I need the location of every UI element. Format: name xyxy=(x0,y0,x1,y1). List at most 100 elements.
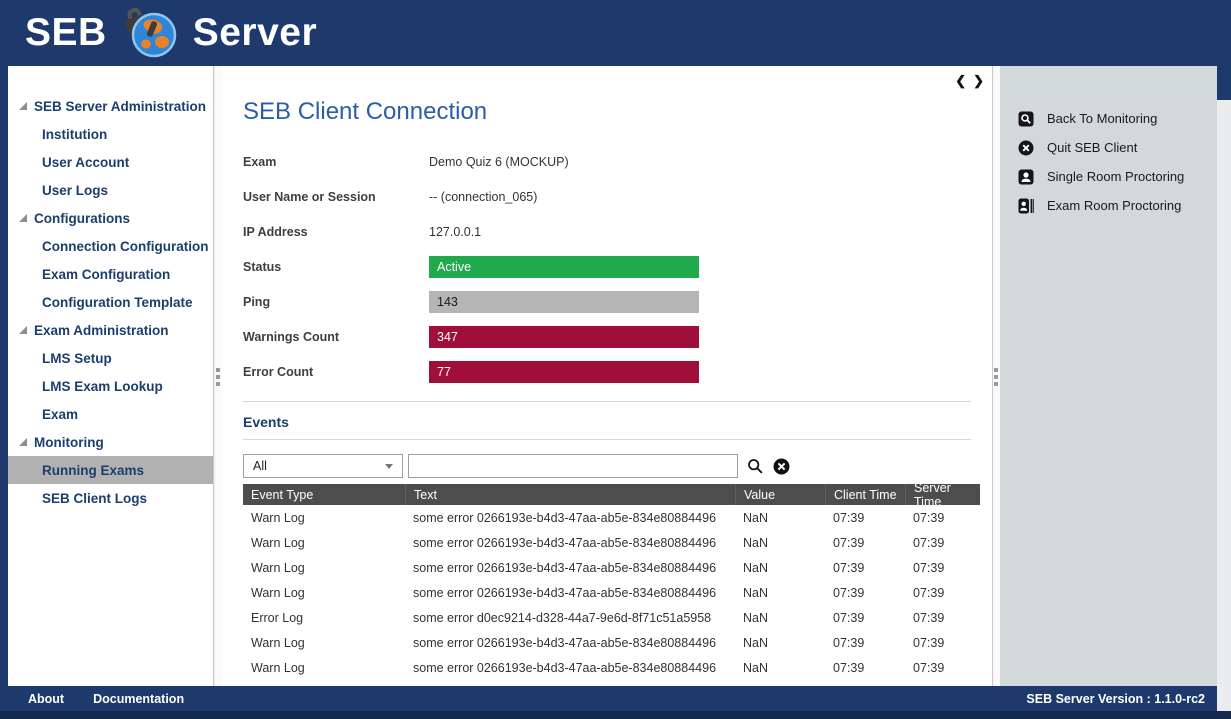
events-search-input[interactable] xyxy=(408,454,738,478)
cell-value: NaN xyxy=(743,535,769,550)
cell-value: NaN xyxy=(743,585,769,600)
warnings-badge: 347 xyxy=(429,325,699,348)
table-row[interactable]: Warn Log some error 0266193e-b4d3-47aa-a… xyxy=(243,655,980,680)
about-link[interactable]: About xyxy=(28,691,65,706)
page-next-arrow[interactable]: ❯ xyxy=(973,73,984,88)
events-divider xyxy=(243,439,971,440)
brand: SEB Server xyxy=(0,0,1231,66)
server-version-text: SEB Server Version : 1.1.0-rc2 xyxy=(1026,691,1205,706)
sidebar-item-label: SEB Server Administration xyxy=(34,98,207,114)
sidebar-item-connection-configuration[interactable]: Connection Configuration xyxy=(8,232,213,260)
left-splitter[interactable] xyxy=(215,66,222,686)
cell-server-time: 07:39 xyxy=(913,560,945,575)
sidebar-item-label: Monitoring xyxy=(34,434,104,450)
sidebar-item-label: Running Exams xyxy=(42,462,145,478)
column-header-value[interactable]: Value xyxy=(735,484,825,505)
tree-expand-icon[interactable] xyxy=(19,102,27,110)
column-header-text[interactable]: Text xyxy=(405,484,735,505)
column-header-server-time[interactable]: Server Time xyxy=(905,481,980,509)
column-header-client-time[interactable]: Client Time xyxy=(825,484,905,505)
splitter-handle[interactable] xyxy=(216,368,220,386)
cell-client-time: 07:39 xyxy=(833,510,865,525)
dropdown-selected-value: All xyxy=(253,459,267,473)
splitter-handle[interactable] xyxy=(994,368,998,386)
detail-row-exam: Exam Demo Quiz 6 (MOCKUP) xyxy=(243,144,992,179)
sidebar-item-user-logs[interactable]: User Logs xyxy=(8,176,213,204)
event-type-filter-dropdown[interactable]: All xyxy=(243,454,403,478)
exam-room-icon xyxy=(1018,198,1034,214)
field-label: Exam xyxy=(243,154,277,169)
events-table: Event Type Text Value Client Time Server… xyxy=(243,481,980,680)
brand-seb-text: SEB xyxy=(25,11,107,54)
sidebar-item-label: LMS Exam Lookup xyxy=(42,378,163,394)
cell-text: some error 0266193e-b4d3-47aa-ab5e-834e8… xyxy=(413,560,717,575)
tree-expand-icon[interactable] xyxy=(19,438,27,446)
connection-details: Exam Demo Quiz 6 (MOCKUP) User Name or S… xyxy=(243,144,992,389)
table-row[interactable]: Warn Log some error 0266193e-b4d3-47aa-a… xyxy=(243,580,980,605)
cell-text: some error 0266193e-b4d3-47aa-ab5e-834e8… xyxy=(413,660,717,675)
sidebar-item-lms-exam-lookup[interactable]: LMS Exam Lookup xyxy=(8,372,213,400)
sidebar-item-label: Configurations xyxy=(34,210,130,226)
sidebar-item-lms-setup[interactable]: LMS Setup xyxy=(8,344,213,372)
cell-text: some error 0266193e-b4d3-47aa-ab5e-834e8… xyxy=(413,510,717,525)
table-row[interactable]: Warn Log some error 0266193e-b4d3-47aa-a… xyxy=(243,530,980,555)
cell-client-time: 07:39 xyxy=(833,610,865,625)
sidebar-item-seb-client-logs[interactable]: SEB Client Logs xyxy=(8,484,213,512)
quit-seb-client-button[interactable]: Quit SEB Client xyxy=(1000,133,1217,162)
detail-row-status: Status Active xyxy=(243,249,992,284)
field-value: 127.0.0.1 xyxy=(429,224,482,239)
action-label: Exam Room Proctoring xyxy=(1047,198,1182,213)
cell-client-time: 07:39 xyxy=(833,635,865,650)
sidebar-item-configurations[interactable]: Configurations xyxy=(8,204,213,232)
table-row[interactable]: Error Log some error d0ec9214-d328-44a7-… xyxy=(243,605,980,630)
tree-expand-icon[interactable] xyxy=(19,214,27,222)
sidebar-item-configuration-template[interactable]: Configuration Template xyxy=(8,288,213,316)
cell-value: NaN xyxy=(743,660,769,675)
cell-client-time: 07:39 xyxy=(833,585,865,600)
single-room-proctoring-button[interactable]: Single Room Proctoring xyxy=(1000,162,1217,191)
tree-expand-icon[interactable] xyxy=(19,326,27,334)
cell-event-type: Warn Log xyxy=(251,510,305,525)
table-row[interactable]: Warn Log some error 0266193e-b4d3-47aa-a… xyxy=(243,630,980,655)
cell-server-time: 07:39 xyxy=(913,610,945,625)
cell-client-time: 07:39 xyxy=(833,560,865,575)
table-row[interactable]: Warn Log some error 0266193e-b4d3-47aa-a… xyxy=(243,505,980,530)
sidebar-item-exam-administration[interactable]: Exam Administration xyxy=(8,316,213,344)
cell-text: some error 0266193e-b4d3-47aa-ab5e-834e8… xyxy=(413,635,717,650)
detail-row-errors: Error Count 77 xyxy=(243,354,992,389)
documentation-link[interactable]: Documentation xyxy=(93,691,185,706)
cell-server-time: 07:39 xyxy=(913,585,945,600)
sidebar-item-user-account[interactable]: User Account xyxy=(8,148,213,176)
ping-badge: 143 xyxy=(429,290,699,313)
column-header-event-type[interactable]: Event Type xyxy=(251,487,314,502)
right-splitter[interactable] xyxy=(993,66,1000,686)
cell-event-type: Error Log xyxy=(251,610,304,625)
exam-room-proctoring-button[interactable]: Exam Room Proctoring xyxy=(1000,191,1217,220)
events-heading: Events xyxy=(243,414,289,430)
clear-filter-icon[interactable] xyxy=(773,458,790,475)
field-label: User Name or Session xyxy=(243,189,376,204)
sidebar-item-institution[interactable]: Institution xyxy=(8,120,213,148)
sidebar-item-label: Institution xyxy=(42,126,108,142)
page-prev-arrow[interactable]: ❮ xyxy=(955,73,967,88)
sidebar-item-seb-server-administration[interactable]: SEB Server Administration xyxy=(8,92,213,120)
status-badge: Active xyxy=(429,255,699,278)
back-to-monitoring-button[interactable]: Back To Monitoring xyxy=(1000,104,1217,133)
field-label: Error Count xyxy=(243,364,314,379)
sidebar-item-label: Exam Configuration xyxy=(42,266,171,282)
cell-server-time: 07:39 xyxy=(913,535,945,550)
action-panel: Back To Monitoring Quit SEB Client Singl… xyxy=(1000,66,1217,686)
search-icon[interactable] xyxy=(747,458,764,475)
sidebar-item-running-exams[interactable]: Running Exams xyxy=(8,456,213,484)
content-panel: ❮ ❯ SEB Client Connection Exam Demo Quiz… xyxy=(222,66,993,686)
sidebar-item-monitoring[interactable]: Monitoring xyxy=(8,428,213,456)
table-row[interactable]: Warn Log some error 0266193e-b4d3-47aa-a… xyxy=(243,555,980,580)
cell-text: some error 0266193e-b4d3-47aa-ab5e-834e8… xyxy=(413,535,717,550)
cell-server-time: 07:39 xyxy=(913,660,945,675)
cell-value: NaN xyxy=(743,560,769,575)
action-label: Single Room Proctoring xyxy=(1047,169,1185,184)
sidebar-item-exam-configuration[interactable]: Exam Configuration xyxy=(8,260,213,288)
events-table-header: Event Type Text Value Client Time Server… xyxy=(243,481,980,509)
sidebar-item-exam[interactable]: Exam xyxy=(8,400,213,428)
field-label: Ping xyxy=(243,294,271,309)
